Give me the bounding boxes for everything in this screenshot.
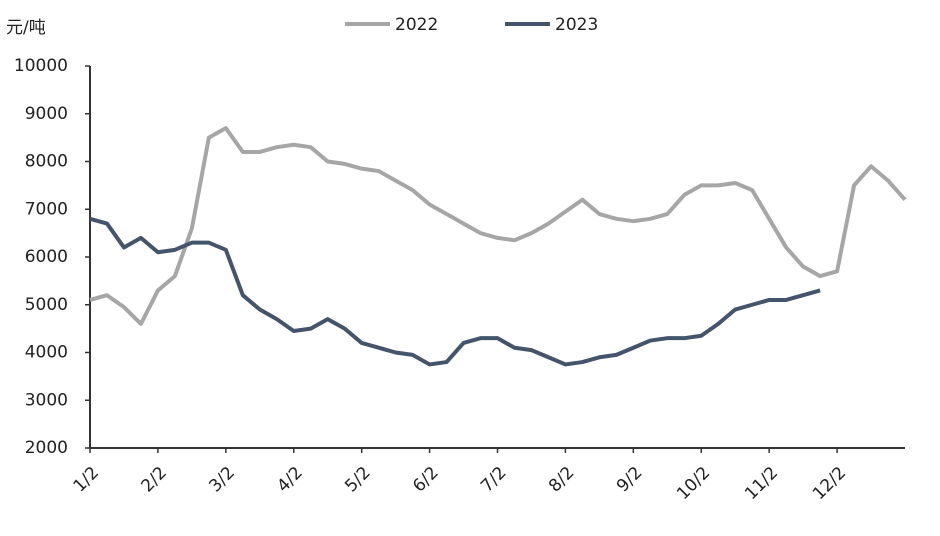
y-tick-label: 8000 <box>25 152 68 172</box>
legend-label: 2022 <box>395 15 438 35</box>
y-tick-label: 5000 <box>25 295 68 315</box>
x-tick-label: 10/2 <box>673 463 714 504</box>
x-tick-label: 6/2 <box>409 463 442 496</box>
x-tick-label: 4/2 <box>273 463 306 496</box>
y-tick-label: 2000 <box>25 438 68 458</box>
x-tick-label: 9/2 <box>613 463 646 496</box>
y-axis-label: 元/吨 <box>6 18 46 38</box>
y-tick-label: 10000 <box>14 56 68 76</box>
x-tick-label: 8/2 <box>545 463 578 496</box>
y-tick-label: 4000 <box>25 343 68 363</box>
x-tick-label: 12/2 <box>809 463 850 504</box>
series-line <box>89 216 821 367</box>
legend-label: 2023 <box>555 15 598 35</box>
y-tick-label: 3000 <box>25 390 68 410</box>
x-tick-label: 7/2 <box>477 463 510 496</box>
y-tick-label: 9000 <box>25 104 68 124</box>
x-tick-label: 5/2 <box>341 463 374 496</box>
x-tick-label: 2/2 <box>137 463 170 496</box>
y-tick-label: 7000 <box>25 199 68 219</box>
series-line <box>89 126 907 326</box>
x-tick-label: 1/2 <box>70 463 103 496</box>
x-tick-label: 3/2 <box>205 463 238 496</box>
x-tick-label: 11/2 <box>741 463 782 504</box>
y-tick-label: 6000 <box>25 247 68 267</box>
